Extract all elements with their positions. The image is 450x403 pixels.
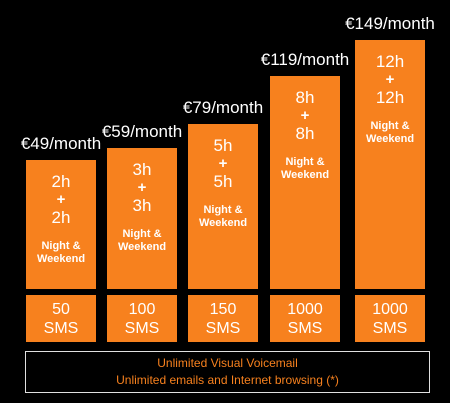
plus-sign: + bbox=[218, 155, 228, 172]
call-hours-top: 2h bbox=[51, 172, 71, 191]
footer-line-voicemail: Unlimited Visual Voicemail bbox=[157, 356, 298, 370]
night-weekend-label: Night & bbox=[203, 204, 243, 216]
call-hours-bottom: 8h bbox=[295, 124, 315, 143]
night-weekend-label: Night & bbox=[370, 120, 410, 132]
sms-unit: SMS bbox=[43, 319, 79, 337]
call-hours-top: 12h bbox=[375, 52, 405, 71]
price-label: €59/month bbox=[101, 122, 183, 141]
plan-bar: 2h +2h Night & Weekend bbox=[26, 160, 96, 289]
night-weekend-label: Weekend bbox=[280, 169, 330, 181]
sms-unit: SMS bbox=[372, 319, 408, 337]
sms-box: 1000 SMS bbox=[355, 295, 425, 342]
sms-box: 150 SMS bbox=[188, 295, 258, 342]
night-weekend-label: Weekend bbox=[117, 241, 167, 253]
price-label: €49/month bbox=[20, 134, 102, 153]
price-label: €119/month bbox=[260, 50, 350, 69]
night-weekend-label: Weekend bbox=[365, 133, 415, 145]
footer-box: Unlimited Visual Voicemail Unlimited ema… bbox=[25, 351, 430, 393]
sms-box: 50 SMS bbox=[26, 295, 96, 342]
plan-bar: 3h +3h Night & Weekend bbox=[107, 148, 177, 289]
night-weekend-label: Night & bbox=[122, 228, 162, 240]
plus-sign: + bbox=[300, 107, 310, 124]
night-weekend-label: Night & bbox=[41, 240, 81, 252]
plan-bar: 8h +8h Night & Weekend bbox=[270, 76, 340, 289]
sms-count: 1000 bbox=[287, 300, 323, 318]
call-hours-bottom: 5h bbox=[213, 172, 233, 191]
call-hours-top: 3h bbox=[132, 160, 152, 179]
call-hours-bottom: 12h bbox=[375, 88, 405, 107]
sms-unit: SMS bbox=[287, 319, 323, 337]
call-hours-bottom: 3h bbox=[132, 196, 152, 215]
sms-count: 1000 bbox=[372, 300, 408, 318]
call-hours-bottom: 2h bbox=[51, 208, 71, 227]
night-weekend-label: Weekend bbox=[36, 253, 86, 265]
plus-sign: + bbox=[385, 71, 395, 88]
plus-sign: + bbox=[56, 191, 66, 208]
plan-bar: 12h +12h Night & Weekend bbox=[355, 40, 425, 289]
sms-count: 50 bbox=[52, 300, 70, 318]
night-weekend-label: Weekend bbox=[198, 217, 248, 229]
price-label: €149/month bbox=[345, 14, 435, 33]
plan-bar: 5h +5h Night & Weekend bbox=[188, 124, 258, 289]
sms-unit: SMS bbox=[205, 319, 241, 337]
sms-count: 150 bbox=[209, 300, 237, 318]
sms-box: 100 SMS bbox=[107, 295, 177, 342]
night-weekend-label: Night & bbox=[285, 156, 325, 168]
sms-box: 1000 SMS bbox=[270, 295, 340, 342]
call-hours-top: 5h bbox=[213, 136, 233, 155]
call-hours-top: 8h bbox=[295, 88, 315, 107]
price-label: €79/month bbox=[182, 98, 264, 117]
sms-count: 100 bbox=[128, 300, 156, 318]
footer-line-browsing: Unlimited emails and Internet browsing (… bbox=[116, 373, 339, 387]
plus-sign: + bbox=[137, 179, 147, 196]
sms-unit: SMS bbox=[124, 319, 160, 337]
